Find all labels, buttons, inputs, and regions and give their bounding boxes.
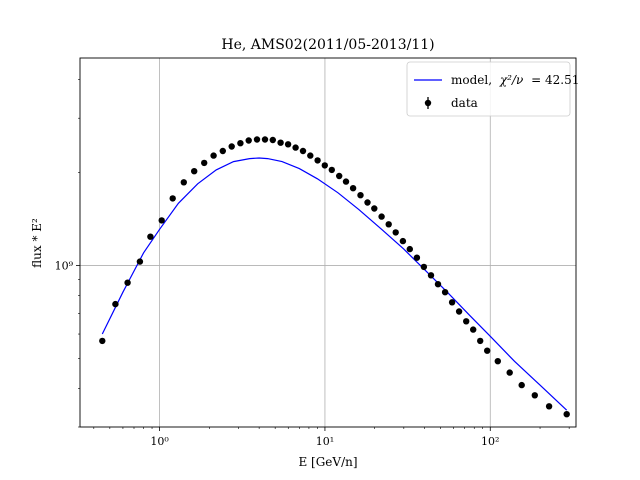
data-point-33 — [385, 221, 392, 228]
legend-data-label: data — [451, 96, 478, 110]
data-point-48 — [494, 358, 501, 365]
data-point-17 — [269, 136, 276, 144]
x-tick-label-2: 10² — [481, 435, 499, 448]
data-point-2 — [124, 279, 131, 286]
data-point-24 — [321, 162, 328, 169]
x-tick-label-0: 10⁰ — [150, 435, 169, 448]
data-point-35 — [399, 237, 407, 245]
grid — [80, 58, 576, 427]
data-point-6 — [169, 195, 176, 202]
legend-model-label: model, χ²/ν = 42.51 — [451, 73, 579, 87]
legend-model-symbol: χ²/ν — [499, 73, 523, 87]
data-point-51 — [531, 392, 538, 399]
x-tick-label-1: 10¹ — [316, 435, 334, 448]
y-axis-label: flux * E² — [30, 218, 44, 268]
data-point-40 — [434, 281, 442, 288]
data-point-16 — [261, 136, 269, 143]
data-point-31 — [371, 205, 378, 212]
chart-title: He, AMS02(2011/05-2013/11) — [221, 37, 434, 53]
data-point-41 — [441, 289, 449, 296]
data-point-20 — [292, 144, 299, 151]
data-point-45 — [470, 326, 477, 333]
legend: model, χ²/ν = 42.51 data — [406, 61, 579, 117]
plot-area-frame — [79, 57, 577, 428]
data-point-14 — [245, 137, 252, 144]
model-line — [101, 157, 568, 411]
data-point-18 — [277, 139, 284, 146]
data-point-43 — [455, 308, 463, 315]
data-point-10 — [210, 152, 217, 159]
data-point-9 — [201, 159, 208, 167]
data-point-21 — [299, 147, 307, 155]
data-point-5 — [158, 217, 165, 224]
data-point-3 — [136, 258, 144, 265]
data-point-50 — [518, 381, 525, 389]
legend-data-marker — [424, 99, 432, 107]
data-point-0 — [99, 337, 106, 345]
data-point-42 — [448, 299, 456, 306]
legend-model-prefix: model, — [451, 73, 492, 87]
data-point-8 — [191, 168, 198, 175]
data-point-52 — [545, 403, 553, 410]
data-point-11 — [219, 147, 226, 155]
data-point-53 — [563, 411, 570, 418]
data-series — [99, 136, 570, 418]
data-point-7 — [180, 179, 187, 186]
x-axis-label: E [GeV/n] — [298, 455, 357, 469]
data-point-27 — [342, 178, 350, 185]
data-point-19 — [284, 141, 292, 148]
data-point-44 — [463, 318, 470, 325]
data-point-22 — [307, 152, 314, 159]
y-tick-label-0: 10⁹ — [55, 260, 74, 273]
y-axis-ticks: 10⁹ — [55, 79, 80, 428]
legend-model-value: = 42.51 — [531, 73, 579, 87]
data-point-37 — [413, 254, 421, 261]
data-point-15 — [253, 136, 261, 143]
data-point-23 — [314, 157, 321, 164]
data-point-12 — [228, 143, 235, 150]
data-point-29 — [357, 192, 364, 199]
data-point-32 — [378, 213, 385, 220]
data-point-1 — [112, 300, 119, 308]
data-point-34 — [392, 229, 399, 236]
data-point-46 — [477, 337, 484, 345]
data-point-13 — [237, 140, 244, 147]
data-point-4 — [147, 233, 154, 240]
legend-box — [406, 61, 571, 117]
data-point-26 — [336, 172, 343, 180]
model-series — [101, 157, 568, 411]
data-point-38 — [420, 263, 428, 271]
data-point-49 — [506, 369, 513, 376]
data-point-39 — [427, 272, 435, 279]
data-point-36 — [406, 245, 413, 253]
data-point-47 — [484, 347, 491, 354]
data-point-28 — [349, 185, 357, 192]
data-point-30 — [364, 199, 371, 206]
x-axis-ticks: 10⁰ 10¹ 10² — [93, 427, 570, 448]
data-point-25 — [328, 166, 335, 174]
